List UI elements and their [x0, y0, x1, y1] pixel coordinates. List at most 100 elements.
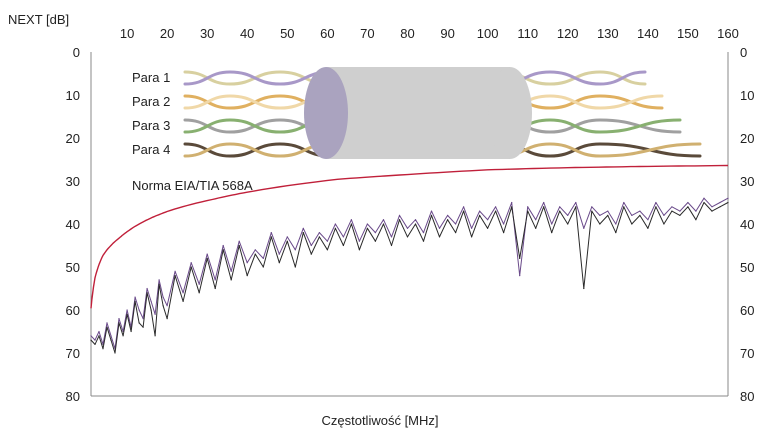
data-point: [138, 309, 140, 311]
data-point: [575, 201, 577, 204]
data-point: [294, 249, 296, 251]
y-tick-label-right: 80: [740, 389, 754, 404]
limit-line: [90, 164, 729, 309]
data-point: [310, 244, 312, 247]
data-point: [310, 253, 312, 255]
data-point: [162, 305, 164, 307]
data-point: [302, 227, 304, 229]
data-point: [607, 214, 609, 216]
norm-label: Norma EIA/TIA 568A: [132, 178, 253, 193]
pair-label-2: Para 2: [132, 94, 170, 109]
pair-1-wire: [228, 70, 282, 86]
data-point: [262, 266, 264, 268]
data-point: [326, 240, 328, 242]
data-point: [430, 214, 433, 216]
data-point: [94, 339, 96, 341]
y-tick-label-left: 10: [66, 88, 80, 103]
data-point: [631, 214, 633, 216]
data-point: [294, 266, 296, 268]
data-point: [422, 240, 425, 242]
pair-1-wire: [548, 70, 602, 86]
data-point: [110, 335, 112, 337]
data-point: [663, 214, 665, 216]
data-point: [254, 253, 256, 255]
data-point: [166, 305, 168, 307]
data-point: [154, 335, 156, 337]
pair-3-wire: [183, 118, 232, 134]
data-point: [463, 206, 465, 208]
data-point: [374, 240, 376, 242]
data-point: [463, 210, 465, 212]
pair-3-wire: [548, 118, 602, 134]
measured-line-dark: [90, 202, 729, 354]
data-point: [623, 201, 625, 204]
data-point: [374, 232, 376, 234]
data-point: [350, 219, 352, 221]
x-axis-title: Częstotliwość [MHz]: [321, 413, 438, 428]
y-tick-label-right: 70: [740, 346, 754, 361]
data-point: [106, 326, 108, 328]
data-point: [94, 343, 96, 345]
data-point: [158, 283, 160, 285]
y-tick-label-left: 20: [66, 131, 80, 146]
y-tick-label-left: 0: [73, 45, 80, 60]
data-point: [430, 210, 433, 212]
data-point: [567, 214, 569, 216]
data-point: [134, 296, 136, 298]
data-point: [623, 206, 625, 208]
data-point: [615, 232, 617, 234]
data-point: [98, 330, 100, 333]
data-point: [190, 266, 192, 268]
data-point: [727, 201, 729, 204]
data-point: [382, 219, 385, 221]
data-point: [615, 223, 617, 225]
x-tick-label: 40: [240, 26, 254, 41]
data-point: [687, 206, 689, 208]
data-point: [262, 257, 264, 259]
data-point: [286, 236, 288, 238]
x-tick-label: 140: [637, 26, 659, 41]
data-point: [519, 275, 521, 277]
data-point: [663, 223, 665, 225]
data-point: [214, 287, 216, 290]
data-point: [302, 232, 304, 234]
data-point: [535, 227, 537, 229]
data-point: [422, 232, 425, 234]
data-point: [110, 339, 112, 341]
data-point: [599, 223, 601, 225]
data-point: [543, 201, 545, 204]
pair-label-1: Para 1: [132, 70, 170, 85]
data-point: [366, 227, 368, 229]
x-tick-label: 80: [400, 26, 414, 41]
pair-2-wire: [183, 94, 232, 110]
data-point: [134, 300, 136, 302]
data-point: [583, 227, 585, 229]
y-tick-label-right: 50: [740, 260, 754, 275]
data-point: [511, 206, 513, 208]
data-point: [342, 236, 344, 238]
data-point: [246, 262, 248, 264]
data-point: [727, 197, 729, 199]
data-point: [150, 309, 152, 311]
data-point: [350, 223, 352, 225]
data-point: [390, 236, 393, 238]
data-point: [703, 197, 705, 199]
data-point: [114, 352, 116, 354]
pair-3-wire: [228, 118, 282, 134]
x-tick-label: 120: [557, 26, 579, 41]
data-point: [471, 236, 473, 238]
data-point: [318, 232, 320, 234]
data-point: [254, 249, 256, 251]
data-point: [639, 214, 641, 216]
data-point: [334, 223, 336, 225]
x-tick-label: 60: [320, 26, 334, 41]
data-point: [238, 244, 240, 247]
data-point: [487, 219, 489, 221]
data-point: [390, 244, 393, 247]
data-point: [130, 330, 132, 333]
y-tick-label-right: 60: [740, 303, 754, 318]
cable-illustration: [183, 67, 702, 159]
data-point: [190, 262, 192, 264]
data-point: [527, 206, 529, 208]
x-tick-label: 20: [160, 26, 174, 41]
